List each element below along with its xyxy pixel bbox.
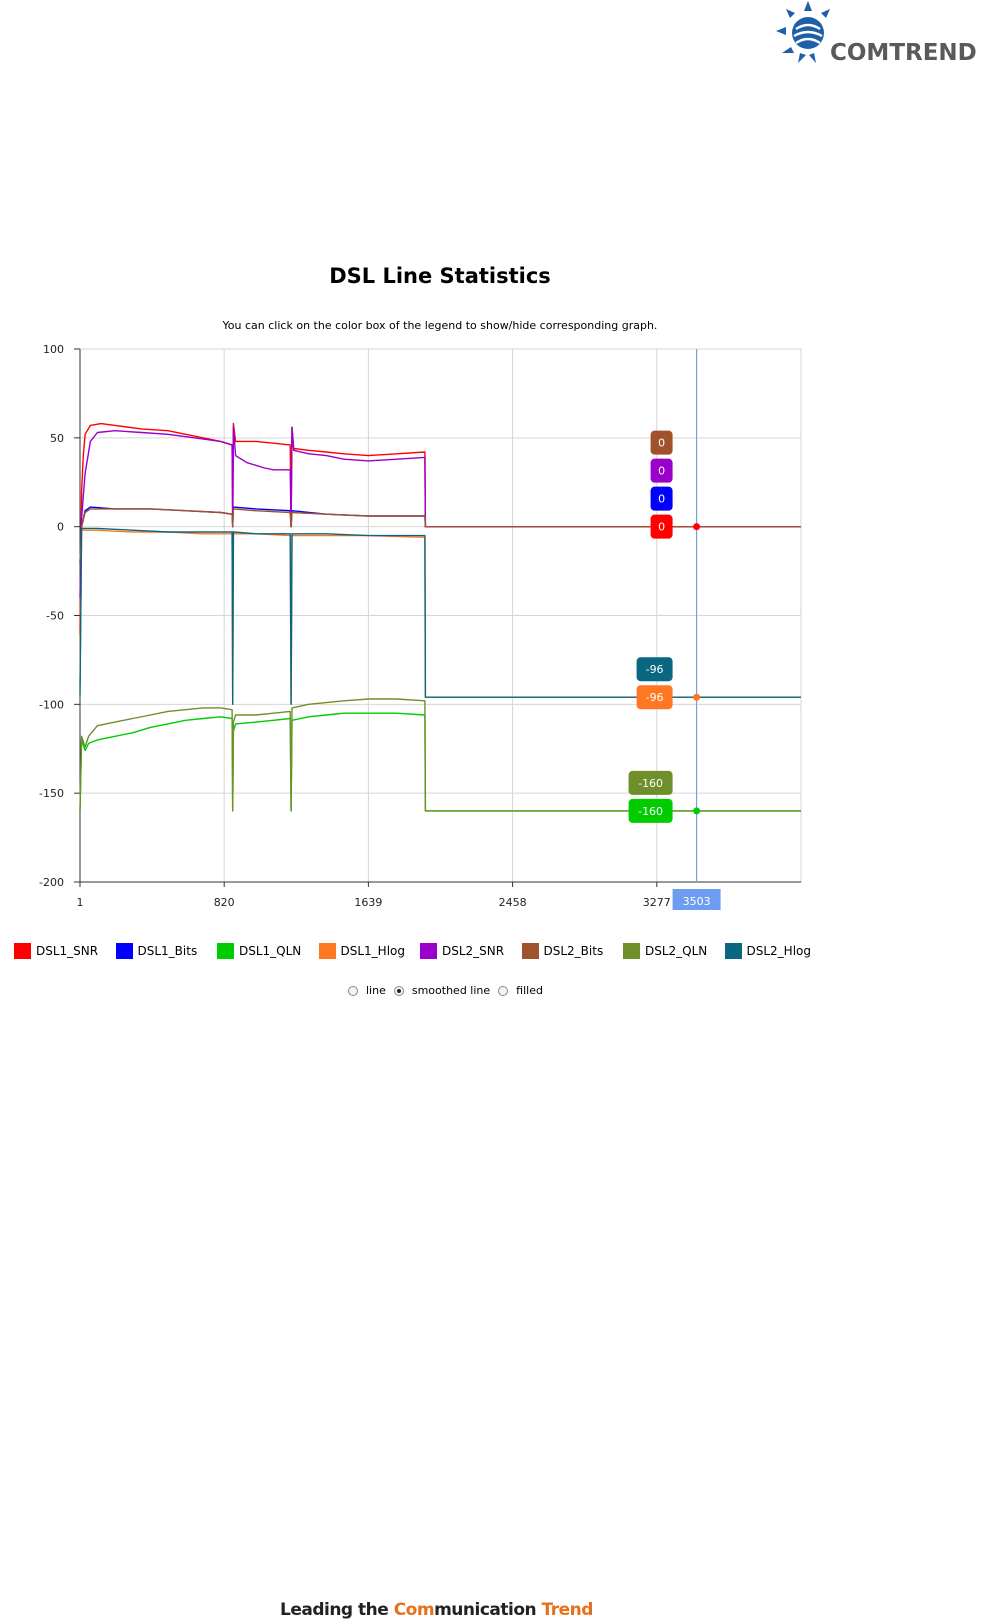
x-tick-label: 1639 xyxy=(354,896,382,909)
hover-x-label: 3503 xyxy=(683,895,711,908)
legend-color-box[interactable] xyxy=(724,943,742,959)
legend-label: DSL2_QLN xyxy=(645,944,708,958)
hover-tooltip-value: 0 xyxy=(658,437,665,450)
x-tick-label: 3277 xyxy=(643,896,671,909)
radio-button[interactable] xyxy=(498,985,509,996)
hover-tooltip-value: 0 xyxy=(658,465,665,478)
hover-point xyxy=(693,693,701,701)
hover-tooltip-value: -96 xyxy=(646,691,664,704)
tagline-part-1: Leading the xyxy=(280,1600,394,1620)
x-tick-label: 820 xyxy=(214,896,235,909)
series-line-dsl2-snr xyxy=(79,426,801,598)
hover-point xyxy=(693,807,701,815)
hover-tooltip-dsl2-bits xyxy=(650,430,673,455)
y-tick-label: 100 xyxy=(43,343,64,356)
legend-color-box[interactable] xyxy=(420,943,437,959)
legend-item-dsl2-hlog[interactable]: DSL2_Hlog xyxy=(724,942,812,960)
logo-wordmark: COMTREND xyxy=(830,40,977,66)
axes: 100 50 0 -50 -100 -150 -200 1 820 1639 2458 3277 xyxy=(39,343,801,909)
hover-tooltip-value: -96 xyxy=(646,663,664,676)
series-line-dsl1-snr xyxy=(79,422,801,634)
radio-label: filled xyxy=(516,984,543,997)
series-line-dsl1-bits xyxy=(79,506,801,563)
legend-color-box[interactable] xyxy=(623,943,640,959)
legend-label: DSL2_Hlog xyxy=(746,944,812,958)
hover-tooltip-dsl1-bits xyxy=(650,486,673,511)
hover-tooltip-dsl2-hlog xyxy=(636,657,673,682)
hover-tooltip-dsl2-snr xyxy=(650,458,673,483)
hover-layer: 3503 0 0 0 0 -96 -96 -160 -160 xyxy=(628,349,721,910)
series-layer xyxy=(79,422,801,812)
hover-tooltip-dsl1-snr xyxy=(650,514,673,539)
legend-color-box[interactable] xyxy=(318,943,336,959)
legend-color-box[interactable] xyxy=(14,943,31,959)
y-tick-label: -150 xyxy=(39,787,64,800)
hover-tooltip-dsl1-qln xyxy=(628,798,673,823)
hover-x-label-box xyxy=(672,889,721,910)
legend-label: DSL1_Bits xyxy=(137,944,198,958)
mode-option-smoothed-line[interactable]: smoothed line xyxy=(393,984,491,997)
footer-tagline: Leading the Communication Trend xyxy=(280,1600,593,1620)
legend-color-box[interactable] xyxy=(521,943,539,959)
legend-label: DSL2_Bits xyxy=(543,944,604,958)
mode-option-line[interactable]: line xyxy=(348,984,386,997)
logo-sun-icon xyxy=(776,1,830,63)
radio-button[interactable] xyxy=(348,985,358,996)
display-mode-selector: line smoothed line filled xyxy=(348,984,551,997)
chart-legend: DSL1_SNR DSL1_Bits DSL1_QLN DSL1_Hlog DSL2_S… xyxy=(14,942,914,960)
hover-tooltip-dsl2-qln xyxy=(628,770,673,795)
legend-label: DSL1_SNR xyxy=(36,944,99,958)
series-line-dsl2-bits xyxy=(79,508,801,563)
hover-point xyxy=(693,523,701,531)
legend-item-dsl1-snr[interactable]: DSL1_SNR xyxy=(14,942,98,960)
y-tick-label: -50 xyxy=(46,610,64,623)
radio-button[interactable] xyxy=(393,985,404,996)
hover-tooltip-value: 0 xyxy=(658,493,665,506)
dsl-statistics-chart[interactable]: 100 50 0 -50 -100 -150 -200 1 820 1639 2458 3277 35… xyxy=(0,330,984,910)
x-tick-label: 2458 xyxy=(499,896,527,909)
radio-label: smoothed line xyxy=(411,984,491,997)
radio-label: line xyxy=(366,984,386,997)
legend-item-dsl1-hlog[interactable]: DSL1_Hlog xyxy=(318,942,406,960)
page-title: DSL Line Statistics xyxy=(329,264,551,288)
legend-label: DSL2_SNR xyxy=(442,944,505,958)
legend-item-dsl2-bits[interactable]: DSL2_Bits xyxy=(521,942,604,960)
y-tick-label: -100 xyxy=(39,698,64,711)
hover-tooltip-value: -160 xyxy=(638,805,663,818)
y-tick-label: -200 xyxy=(39,876,64,889)
grid xyxy=(79,348,802,883)
legend-label: DSL1_QLN xyxy=(239,944,302,958)
chart-instructions: You can click on the color box of the le… xyxy=(222,319,658,332)
x-tick-label: 1 xyxy=(77,896,84,909)
y-tick-label: 50 xyxy=(50,432,64,445)
series-line-dsl2-qln xyxy=(79,698,801,812)
legend-item-dsl2-snr[interactable]: DSL2_SNR xyxy=(420,942,504,960)
legend-item-dsl1-qln[interactable]: DSL1_QLN xyxy=(217,942,301,960)
series-line-dsl2-hlog xyxy=(79,527,801,705)
legend-item-dsl1-bits[interactable]: DSL1_Bits xyxy=(115,942,198,960)
mode-option-filled[interactable]: filled xyxy=(498,984,543,997)
hover-tooltip-dsl1-hlog xyxy=(636,685,673,710)
legend-color-box[interactable] xyxy=(217,943,234,959)
series-line-dsl1-hlog xyxy=(79,529,801,705)
tagline-part-2b: munication xyxy=(434,1600,537,1620)
hover-tooltip-value: 0 xyxy=(658,521,665,534)
y-tick-label: 0 xyxy=(57,521,64,534)
hover-tooltip-value: -160 xyxy=(638,777,663,790)
comtrend-logo: COMTREND xyxy=(776,1,977,66)
legend-item-dsl2-qln[interactable]: DSL2_QLN xyxy=(623,942,707,960)
legend-label: DSL1_Hlog xyxy=(340,944,406,958)
series-line-dsl1-qln xyxy=(79,712,801,812)
legend-color-box[interactable] xyxy=(115,943,133,959)
tagline-part-3: Trend xyxy=(536,1600,594,1620)
tagline-part-2a: Com xyxy=(393,1600,435,1620)
